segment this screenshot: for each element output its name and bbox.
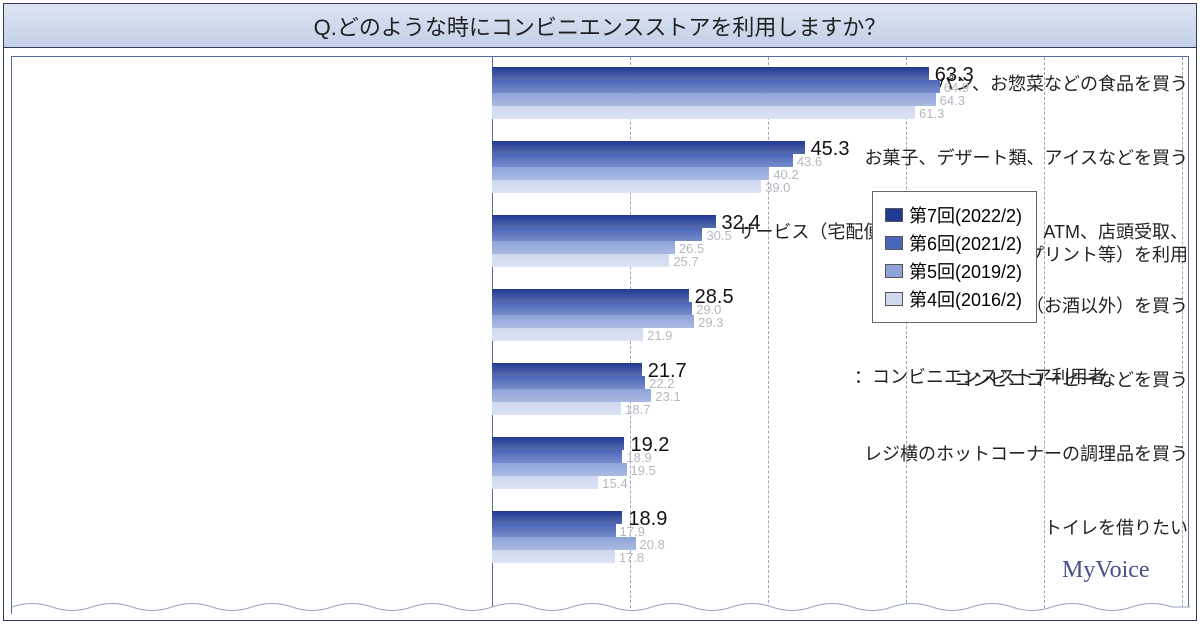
value-label-sub: 18.7 xyxy=(625,403,650,416)
chart-plot-area: お弁当やおにぎり、パン、お惣菜などの食品を買う63.364.964.361.3お… xyxy=(11,56,1189,614)
legend-label: 第6回(2021/2) xyxy=(909,230,1022,256)
bar xyxy=(492,289,689,302)
bar xyxy=(492,376,645,389)
bar xyxy=(492,402,621,415)
legend-item: 第4回(2016/2) xyxy=(885,286,1022,312)
legend-swatch xyxy=(885,292,903,306)
myvoice-logo: MyVoice xyxy=(1062,557,1150,584)
legend-label: 第7回(2022/2) xyxy=(909,202,1022,228)
legend-label: 第5回(2019/2) xyxy=(909,258,1022,284)
bar xyxy=(492,328,643,341)
legend-item: 第6回(2021/2) xyxy=(885,230,1022,256)
legend: 第7回(2022/2)第6回(2021/2)第5回(2019/2)第4回(201… xyxy=(872,191,1037,323)
bar xyxy=(492,463,627,476)
bar xyxy=(492,228,702,241)
value-label-sub: 21.9 xyxy=(647,329,672,342)
bar xyxy=(492,241,675,254)
bar xyxy=(492,93,936,106)
bar xyxy=(492,154,793,167)
bar xyxy=(492,315,694,328)
bar xyxy=(492,537,636,550)
bar xyxy=(492,511,622,524)
bar xyxy=(492,215,716,228)
bar xyxy=(492,450,622,463)
value-label-sub: 29.3 xyxy=(698,316,723,329)
category-label: トイレを借りたい xyxy=(720,517,1188,540)
bar xyxy=(492,363,642,376)
bar xyxy=(492,80,940,93)
value-label-sub: 43.6 xyxy=(797,155,822,168)
value-label-sub: 39.0 xyxy=(765,181,790,194)
bar xyxy=(492,437,624,450)
legend-swatch xyxy=(885,236,903,250)
legend-swatch xyxy=(885,208,903,222)
category-label: レジ横のホットコーナーの調理品を買う xyxy=(720,443,1188,466)
bar xyxy=(492,476,598,489)
bar xyxy=(492,67,929,80)
bar xyxy=(492,524,616,537)
bar xyxy=(492,389,651,402)
legend-item: 第5回(2019/2) xyxy=(885,258,1022,284)
bar xyxy=(492,302,692,315)
bar xyxy=(492,254,669,267)
legend-swatch xyxy=(885,264,903,278)
value-label-sub: 30.5 xyxy=(706,229,731,242)
bar xyxy=(492,167,769,180)
value-label-sub: 23.1 xyxy=(655,390,680,403)
torn-edge xyxy=(12,600,1190,614)
value-label-sub: 15.4 xyxy=(602,477,627,490)
bar xyxy=(492,550,615,563)
legend-label: 第4回(2016/2) xyxy=(909,286,1022,312)
chart-container: Q.どのような時にコンビニエンスストアを利用しますか？ お弁当やおにぎり、パン、… xyxy=(3,3,1197,621)
bar xyxy=(492,141,805,154)
value-label-sub: 17.8 xyxy=(619,551,644,564)
legend-item: 第7回(2022/2) xyxy=(885,202,1022,228)
bar xyxy=(492,180,761,193)
value-label-sub: 19.5 xyxy=(631,464,656,477)
footnote: ：コンビニエンスストア利用者 xyxy=(854,363,1106,389)
bar xyxy=(492,106,915,119)
chart-title: Q.どのような時にコンビニエンスストアを利用しますか？ xyxy=(4,4,1196,48)
value-label-sub: 61.3 xyxy=(919,107,944,120)
value-label-sub: 25.7 xyxy=(673,255,698,268)
